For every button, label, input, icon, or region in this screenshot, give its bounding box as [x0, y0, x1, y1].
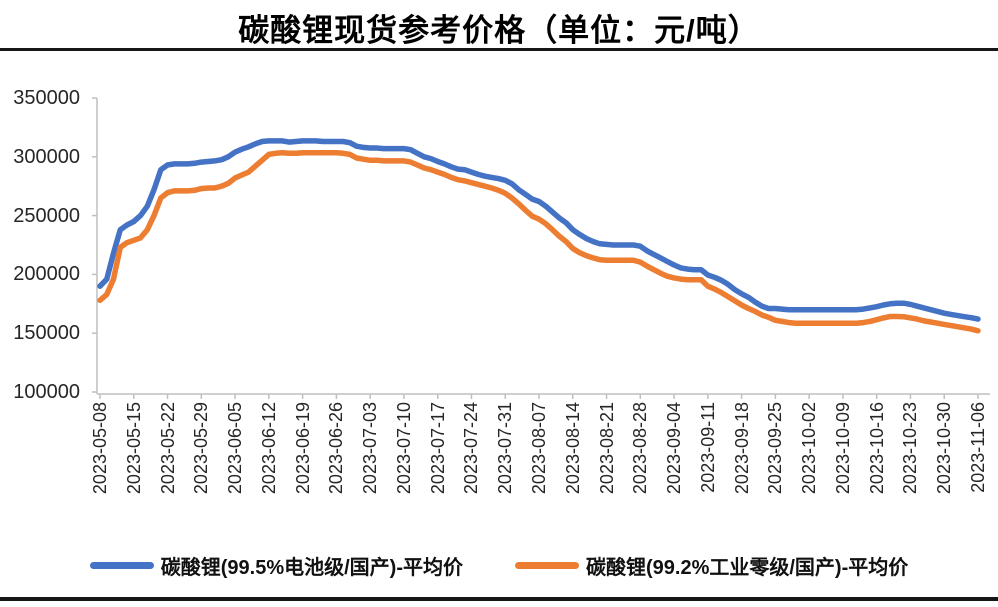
x-tick-label: 2023-10-09 [832, 402, 853, 495]
x-tick-label: 2023-07-17 [427, 402, 448, 495]
legend-label-industrial-grade: 碳酸锂(99.2%工业零级/国产)-平均价 [586, 557, 909, 579]
series-line-industrial-grade [97, 149, 981, 334]
x-tick-label: 2023-09-18 [731, 402, 752, 495]
x-tick-label: 2023-08-21 [596, 402, 617, 495]
title-divider [0, 48, 998, 51]
x-tick-label: 2023-08-28 [630, 402, 651, 495]
x-tick-label: 2023-10-23 [900, 402, 921, 495]
y-tick-label: 350000 [13, 87, 80, 109]
x-tick-label: 2023-05-29 [191, 402, 212, 495]
series-line-battery-grade [97, 138, 981, 322]
y-tick-label: 150000 [13, 322, 80, 345]
x-tick-label: 2023-09-04 [664, 402, 685, 495]
x-tick-label: 2023-11-06 [968, 402, 988, 493]
x-tick-label: 2023-10-16 [866, 402, 887, 495]
legend-label-battery-grade: 碳酸锂(99.5%电池级/国产)-平均价 [160, 557, 463, 579]
bottom-divider [0, 597, 998, 601]
x-tick-label: 2023-07-31 [495, 402, 516, 495]
x-tick-label: 2023-10-02 [799, 402, 820, 495]
x-tick-label: 2023-10-30 [934, 402, 955, 495]
y-tick-label: 100000 [13, 381, 80, 403]
legend-item-battery-grade: 碳酸锂(99.5%电池级/国产)-平均价 [89, 551, 463, 580]
x-tick-label: 2023-08-14 [562, 402, 583, 495]
y-tick-label: 300000 [13, 145, 80, 168]
x-tick-label: 2023-05-08 [90, 402, 110, 495]
x-tick-label: 2023-07-03 [360, 402, 381, 495]
legend-swatch-industrial-grade [515, 562, 579, 569]
legend-swatch-battery-grade [89, 562, 154, 569]
legend-item-industrial-grade: 碳酸锂(99.2%工业零级/国产)-平均价 [515, 551, 908, 580]
x-tick-label: 2023-05-15 [123, 402, 144, 495]
x-tick-label: 2023-06-05 [225, 402, 246, 495]
y-tick-label: 250000 [13, 204, 80, 227]
y-tick-label: 200000 [13, 263, 80, 286]
x-tick-label: 2023-06-19 [292, 402, 313, 495]
x-tick-label: 2023-06-26 [326, 402, 347, 495]
x-tick-label: 2023-06-12 [258, 402, 279, 495]
x-tick-label: 2023-09-25 [765, 402, 786, 495]
x-tick-label: 2023-08-07 [529, 402, 549, 495]
x-tick-label: 2023-09-11 [697, 402, 718, 493]
chart-legend: 碳酸锂(99.5%电池级/国产)-平均价 碳酸锂(99.2%工业零级/国产)-平… [0, 551, 998, 580]
x-tick-label: 2023-05-22 [157, 402, 178, 495]
chart-title: 碳酸锂现货参考价格（单位：元/吨） [238, 13, 760, 48]
x-tick-label: 2023-07-24 [461, 402, 482, 495]
x-tick-label: 2023-07-10 [393, 402, 414, 495]
